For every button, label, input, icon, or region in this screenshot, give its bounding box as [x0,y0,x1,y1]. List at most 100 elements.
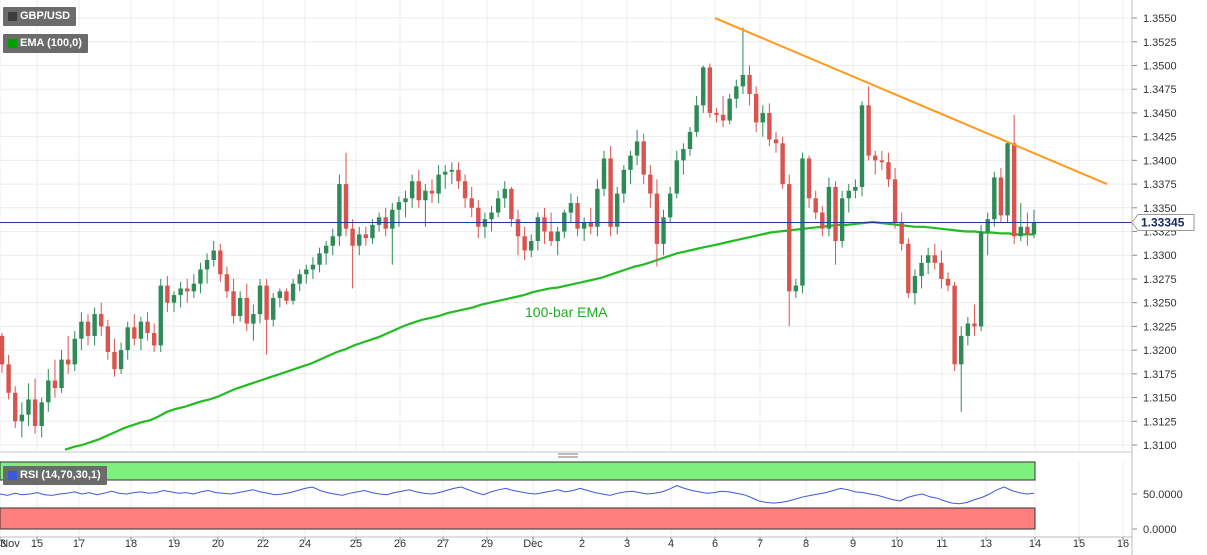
candlestick[interactable] [105,319,111,360]
candlestick[interactable] [959,326,964,412]
candlestick[interactable] [899,212,904,251]
candlestick[interactable] [112,338,117,377]
candlestick[interactable] [793,278,799,298]
candlestick[interactable] [32,378,38,434]
candlestick[interactable] [787,174,792,327]
candlestick[interactable] [965,316,971,346]
candlestick[interactable] [363,226,369,246]
candlestick[interactable] [608,146,613,237]
candlestick[interactable] [985,212,990,256]
candlestick[interactable] [297,269,302,292]
candlestick[interactable] [403,190,408,218]
candlestick[interactable] [436,165,441,204]
candlestick[interactable] [1025,212,1030,246]
candlestick[interactable] [323,241,329,265]
candlestick[interactable] [449,162,455,185]
candlestick[interactable] [661,209,666,256]
candlestick[interactable] [952,281,957,371]
candlestick[interactable] [641,133,646,185]
panel-resize-handle[interactable] [558,453,578,458]
candlestick[interactable] [495,190,501,218]
candlestick[interactable] [853,179,858,199]
candlestick[interactable] [912,269,918,305]
candlestick[interactable] [396,196,402,227]
resistance-trendline[interactable] [714,17,1108,186]
candlestick[interactable] [118,342,124,374]
candlestick[interactable] [284,288,289,305]
candlestick[interactable] [648,165,653,208]
candlestick[interactable] [409,174,415,208]
candlestick[interactable] [0,333,5,373]
candlestick[interactable] [231,278,236,324]
candlestick[interactable] [939,250,944,289]
candlestick[interactable] [906,238,911,298]
candlestick[interactable] [595,179,600,237]
candlestick[interactable] [515,209,521,256]
candlestick[interactable] [767,103,772,147]
candlestick[interactable] [734,79,739,109]
candlestick[interactable] [714,108,719,123]
candlestick[interactable] [919,255,924,289]
candlestick[interactable] [760,105,765,137]
candlestick[interactable] [158,278,163,353]
candlestick[interactable] [52,359,58,398]
candlestick[interactable] [707,63,713,118]
candlestick[interactable] [19,402,25,438]
candlestick[interactable] [555,226,560,256]
candlestick[interactable] [429,179,435,204]
candlestick[interactable] [820,205,825,237]
candlestick[interactable] [502,181,507,208]
candlestick[interactable] [85,314,91,346]
candlestick[interactable] [218,243,223,282]
candlestick[interactable] [13,386,18,428]
candlestick[interactable] [972,304,977,336]
candlestick[interactable] [667,186,673,223]
candlestick[interactable] [165,276,170,313]
candlestick[interactable] [92,307,97,346]
candlestick[interactable] [978,224,984,332]
candlestick[interactable] [932,243,937,270]
candlestick[interactable] [740,27,746,94]
candlestick[interactable] [701,65,706,113]
candlestick[interactable] [191,274,197,298]
candlestick[interactable] [945,272,951,292]
candlestick[interactable] [317,247,322,273]
candlestick[interactable] [416,169,421,208]
candlestick[interactable] [423,184,428,227]
candlestick[interactable] [873,150,878,175]
instrument-label[interactable]: GBP/USD [3,7,77,26]
candlestick[interactable] [271,293,276,327]
candlestick[interactable] [522,226,527,260]
candlestick[interactable] [257,278,263,324]
ema-100-line[interactable] [64,220,1034,451]
candlestick[interactable] [621,165,627,204]
candlestick[interactable] [357,226,362,256]
candlestick[interactable] [290,278,296,305]
candlestick[interactable] [773,131,779,153]
candlestick[interactable] [813,190,818,220]
candlestick[interactable] [211,241,216,267]
candlestick[interactable] [277,288,283,308]
candlestick[interactable] [859,101,865,197]
candlestick[interactable] [185,278,190,303]
candlestick[interactable] [390,203,395,265]
candlestick[interactable] [747,65,752,106]
candlestick[interactable] [727,93,732,125]
candlestick[interactable] [780,136,785,189]
candlestick[interactable] [581,217,587,242]
candlestick[interactable] [634,129,640,166]
candlestick[interactable] [846,184,851,213]
candlestick[interactable] [178,281,183,308]
candlestick[interactable] [151,323,157,353]
candlestick[interactable] [753,86,759,132]
candlestick[interactable] [588,207,593,235]
candlestick[interactable] [26,383,31,427]
candlestick[interactable] [469,186,474,218]
candlestick[interactable] [509,186,514,227]
candlestick[interactable] [370,219,375,244]
candlestick[interactable] [6,354,11,400]
candlestick[interactable] [72,331,77,371]
candlestick[interactable] [59,350,64,393]
candlestick[interactable] [925,247,931,275]
candlestick[interactable] [145,312,150,341]
